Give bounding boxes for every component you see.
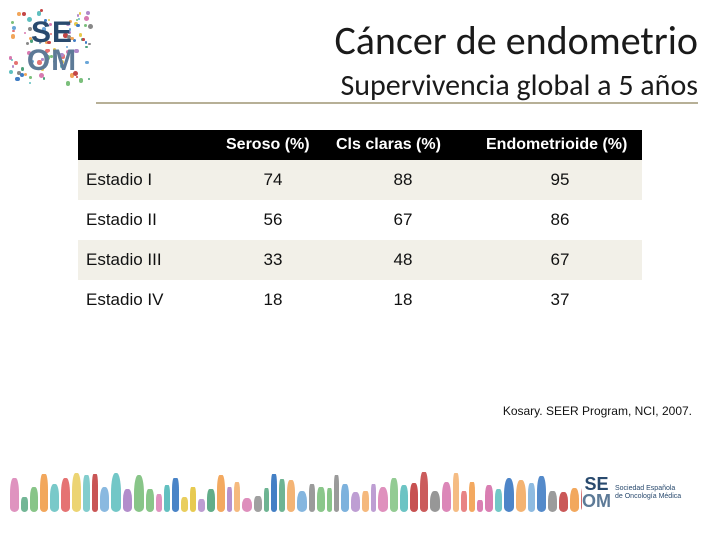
slide-subtitle: Supervivencia global a 5 años	[334, 67, 698, 104]
col-header-endometrioide: Endometrioide (%)	[478, 130, 642, 160]
col-header-stage	[78, 130, 218, 160]
cell: 67	[328, 200, 478, 240]
table-row: Estadio III 33 48 67	[78, 240, 642, 280]
cell: 18	[328, 280, 478, 320]
row-label: Estadio III	[78, 240, 218, 280]
cell: 33	[218, 240, 328, 280]
row-label: Estadio II	[78, 200, 218, 240]
cell: 37	[478, 280, 642, 320]
col-header-cls-claras: Cls claras (%)	[328, 130, 478, 160]
title-rule	[96, 102, 698, 104]
slide-title: Cáncer de endometrio	[334, 16, 698, 65]
logo-seom-top: SE OM	[8, 8, 96, 86]
cell: 67	[478, 240, 642, 280]
cell: 18	[218, 280, 328, 320]
cell: 56	[218, 200, 328, 240]
table-row: Estadio II 56 67 86	[78, 200, 642, 240]
cell: 88	[328, 160, 478, 200]
logo-seom-bottom: SE OM Sociedad Española de Oncología Méd…	[582, 470, 702, 516]
row-label: Estadio I	[78, 160, 218, 200]
cell: 86	[478, 200, 642, 240]
logo-bottom-caption: Sociedad Española de Oncología Médica	[615, 485, 681, 500]
row-label: Estadio IV	[78, 280, 218, 320]
logo-line2: OM	[27, 47, 77, 76]
logo-bottom-mark: SE OM	[582, 476, 611, 510]
cell: 48	[328, 240, 478, 280]
table-header-row: Seroso (%) Cls claras (%) Endometrioide …	[78, 130, 642, 160]
cell: 74	[218, 160, 328, 200]
survival-table-wrap: Seroso (%) Cls claras (%) Endometrioide …	[78, 130, 642, 320]
logo-text: SE OM	[8, 8, 96, 86]
cell: 95	[478, 160, 642, 200]
survival-table: Seroso (%) Cls claras (%) Endometrioide …	[78, 130, 642, 320]
title-block: Cáncer de endometrio Supervivencia globa…	[334, 16, 698, 104]
logo-line1: SE	[31, 19, 73, 48]
citation-text: Kosary. SEER Program, NCI, 2007.	[503, 404, 692, 418]
table-row: Estadio IV 18 18 37	[78, 280, 642, 320]
col-header-seroso: Seroso (%)	[218, 130, 328, 160]
table-row: Estadio I 74 88 95	[78, 160, 642, 200]
